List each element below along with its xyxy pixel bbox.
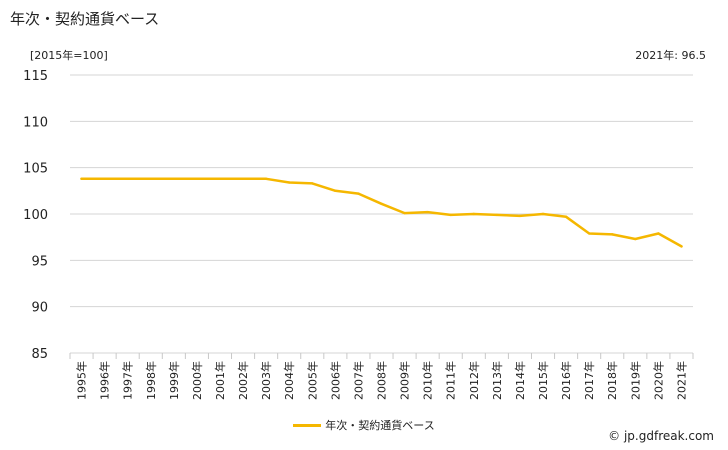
legend: 年次・契約通貨ベース — [0, 417, 728, 433]
x-tick-label: 2013年 — [490, 361, 504, 400]
series-line — [80, 177, 683, 248]
data-point — [288, 181, 291, 184]
data-point — [541, 212, 545, 216]
x-axis-ticks: 1995年 1996年 1997年 1998年 1999年 2000年 2001年 2002年… — [69, 353, 694, 400]
x-tick-label: 2011年 — [444, 361, 458, 400]
y-tick-label: 105 — [23, 162, 48, 177]
data-point — [357, 192, 360, 195]
x-tick-label: 2021年 — [674, 361, 688, 400]
x-tick-label: 2000年 — [190, 361, 204, 400]
x-tick-label: 2018年 — [605, 361, 619, 400]
data-point — [495, 213, 499, 217]
data-point — [380, 202, 383, 206]
data-point — [449, 213, 452, 217]
y-tick-label: 95 — [31, 254, 48, 269]
x-tick-label: 2007年 — [351, 361, 365, 400]
x-tick-label: 1996年 — [98, 361, 112, 400]
x-tick-label: 1995年 — [75, 361, 89, 400]
data-point — [680, 245, 683, 248]
x-tick-label: 2001年 — [213, 361, 227, 400]
data-point — [241, 177, 245, 180]
x-tick-label: 2020年 — [651, 361, 665, 400]
y-tick-label: 90 — [31, 301, 48, 316]
data-point — [518, 214, 522, 218]
y-tick-label: 115 — [23, 69, 48, 84]
latest-value-label: 2021年: 96.5 — [635, 49, 706, 62]
data-point — [634, 237, 637, 241]
unit-label: [2015年=100] — [30, 49, 108, 62]
x-tick-label: 2003年 — [259, 361, 273, 400]
x-tick-label: 2008年 — [375, 361, 389, 400]
data-point — [472, 212, 475, 216]
data-point — [426, 210, 429, 214]
x-tick-label: 1999年 — [167, 361, 181, 400]
gridlines — [70, 74, 693, 354]
data-point — [195, 177, 199, 180]
data-point — [264, 177, 268, 180]
x-tick-label: 2005年 — [305, 361, 319, 400]
y-tick-label: 110 — [23, 115, 48, 130]
data-point — [126, 177, 129, 180]
x-tick-label: 2019年 — [628, 361, 642, 400]
x-tick-label: 2012年 — [467, 361, 481, 400]
y-axis-ticks: 85 90 95 100 105 110 115 — [23, 69, 48, 362]
chart-title: 年次・契約通貨ベース — [10, 10, 160, 28]
x-tick-label: 2015年 — [536, 361, 550, 400]
data-point — [172, 177, 176, 180]
x-tick-label: 2009年 — [398, 361, 412, 400]
data-point — [564, 215, 568, 218]
data-point — [334, 189, 337, 193]
x-tick-label: 2004年 — [282, 361, 296, 400]
x-tick-label: 2010年 — [421, 361, 435, 400]
data-point — [103, 177, 106, 180]
data-point — [311, 182, 314, 185]
x-tick-label: 1998年 — [144, 361, 158, 400]
data-point — [587, 232, 591, 235]
data-point — [403, 211, 406, 215]
x-tick-label: 2002年 — [236, 361, 250, 400]
x-tick-label: 2016年 — [559, 361, 573, 400]
x-tick-label: 2006年 — [328, 361, 342, 400]
x-tick-label: 1997年 — [121, 361, 135, 400]
data-point — [80, 177, 83, 180]
data-point — [149, 177, 152, 180]
data-point — [611, 233, 614, 236]
source-credit: © jp.gdfreak.com — [608, 429, 714, 443]
legend-label: 年次・契約通貨ベース — [325, 419, 435, 432]
x-tick-label: 2014年 — [513, 361, 527, 400]
series-layer — [80, 177, 683, 248]
legend-swatch — [293, 423, 322, 427]
data-point — [218, 177, 222, 180]
y-tick-label: 100 — [23, 208, 48, 223]
y-tick-label: 85 — [31, 347, 48, 362]
x-tick-label: 2017年 — [582, 361, 596, 400]
data-point — [657, 232, 660, 235]
